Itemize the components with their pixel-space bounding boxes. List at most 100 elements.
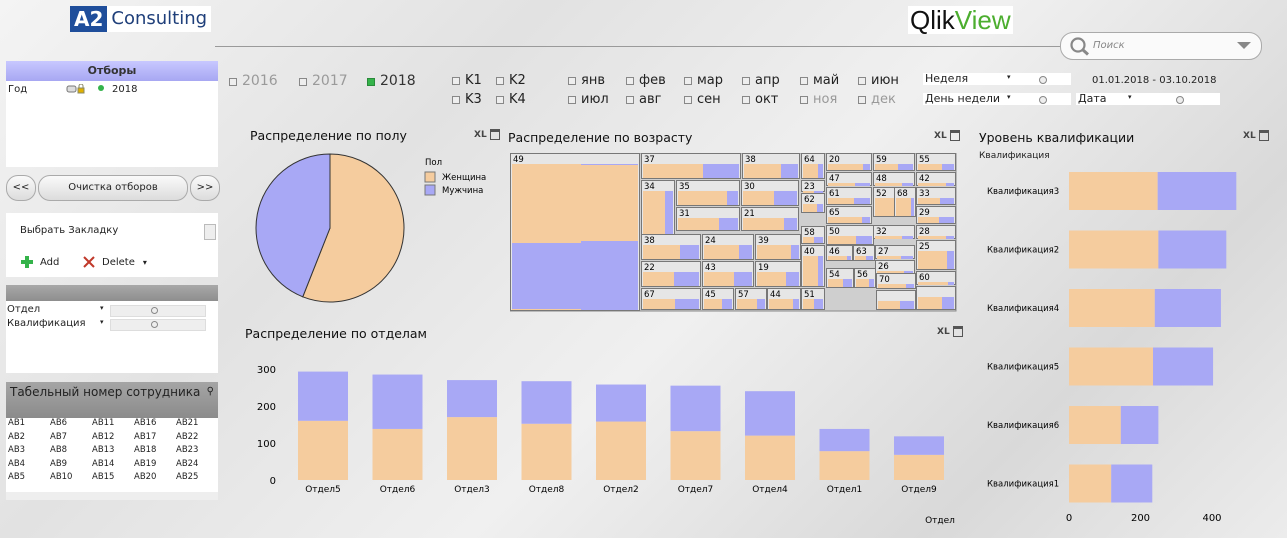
window-icon: [949, 130, 960, 141]
add-bookmark-button[interactable]: Add: [20, 255, 59, 269]
year-2017[interactable]: 2017: [299, 73, 369, 89]
delete-bookmark-button[interactable]: Delete ▾: [82, 255, 147, 269]
filter-dept[interactable]: Отдел ▾: [6, 304, 218, 317]
month-label: мар: [697, 73, 724, 88]
back-button[interactable]: <<: [6, 175, 36, 201]
employee-number-item[interactable]: AB17: [134, 431, 157, 442]
quarter-k2[interactable]: K2: [496, 73, 526, 88]
qual-y-tick: Квалификация6: [987, 421, 1059, 431]
year-2016[interactable]: 2016: [229, 73, 299, 89]
qual-xl-button[interactable]: XL: [1243, 130, 1269, 141]
employee-number-item[interactable]: AB23: [176, 445, 199, 455]
dept-bar-female: [521, 423, 572, 480]
treemap-cell-female: [918, 198, 940, 204]
treemap-cell: 34: [641, 180, 675, 240]
month-6[interactable]: июн: [858, 73, 899, 88]
chevron-down-icon: [204, 224, 216, 240]
employee-number-item[interactable]: AB4: [8, 458, 26, 469]
treemap-cell-female: [643, 272, 674, 286]
filter-qual-search[interactable]: [110, 319, 206, 331]
month-4[interactable]: апр: [742, 73, 780, 88]
quarter-k1[interactable]: K1: [452, 73, 482, 88]
forward-button[interactable]: >>: [190, 175, 220, 201]
employee-number-item[interactable]: AB13: [92, 445, 115, 455]
treemap-cell-label: 29: [919, 208, 930, 218]
employee-number-item[interactable]: AB21: [176, 418, 199, 428]
employee-number-item[interactable]: AB10: [50, 472, 73, 482]
employee-number-item[interactable]: AB16: [134, 418, 157, 428]
treemap-cell-label: 61: [829, 189, 840, 199]
treemap-cell-female: [704, 299, 722, 309]
employee-number-item[interactable]: AB22: [176, 431, 199, 442]
year-2018[interactable]: 2018: [367, 73, 437, 89]
month-filter: янв фев мар апр май июн июл авг сен окт ноя дек: [568, 73, 918, 113]
treemap-cell-male: [793, 299, 799, 309]
eraser-lock-icon[interactable]: [66, 84, 86, 94]
treemap-cell-male: [757, 299, 765, 309]
bookmark-select[interactable]: Выбрать Закладку: [16, 221, 216, 241]
treemap-cell: 65: [826, 206, 872, 224]
treemap-cell-label: 31: [679, 209, 690, 219]
employee-number-item[interactable]: AB14: [92, 458, 115, 469]
filter-qual[interactable]: Квалификация ▾: [6, 318, 218, 331]
pie-slice: [255, 153, 331, 298]
employee-number-item[interactable]: AB7: [50, 431, 68, 442]
filter-dept-search[interactable]: [110, 305, 206, 317]
month-5[interactable]: май: [800, 73, 839, 88]
filter-dept-label: Отдел: [7, 304, 41, 315]
quarter-k4[interactable]: K4: [496, 92, 526, 107]
month-11[interactable]: ноя: [800, 92, 837, 107]
treemap-cell-male: [784, 218, 797, 230]
month-2[interactable]: фев: [626, 73, 666, 88]
date-range: 01.01.2018 - 03.10.2018: [1092, 75, 1217, 86]
dept-x-tick: Отдел5: [305, 485, 341, 495]
month-9[interactable]: сен: [684, 92, 721, 107]
employee-number-item[interactable]: AB2: [8, 431, 26, 442]
treemap-cell-female: [828, 279, 843, 287]
dept-xl-button[interactable]: XL: [937, 326, 963, 337]
pie-legend-swatch: [424, 184, 436, 196]
age-xl-button[interactable]: XL: [934, 130, 960, 141]
qual-bar-male: [1111, 464, 1153, 503]
month-8[interactable]: авг: [626, 92, 661, 107]
clear-selections-button[interactable]: Очистка отборов: [38, 175, 188, 201]
week-filter[interactable]: Неделя ▾: [923, 72, 1071, 85]
search-box[interactable]: Поиск: [1060, 32, 1262, 60]
employee-number-item[interactable]: AB15: [92, 472, 115, 482]
treemap-cell-female: [828, 256, 847, 260]
employee-number-item[interactable]: AB25: [176, 472, 199, 482]
weekday-filter[interactable]: День недели ▾: [923, 92, 1071, 105]
treemap-cell: 20: [826, 153, 872, 171]
employee-number-item[interactable]: AB5: [8, 472, 26, 482]
delete-dropdown-icon[interactable]: ▾: [142, 257, 147, 267]
treemap-cell-male: [942, 164, 954, 170]
employee-number-item[interactable]: AB3: [8, 445, 26, 455]
employee-number-item[interactable]: AB1: [8, 418, 26, 428]
employee-number-item[interactable]: AB9: [50, 458, 68, 469]
month-10[interactable]: окт: [742, 92, 778, 107]
treemap-cell-female: [828, 198, 854, 204]
horizontal-scrollbar[interactable]: [6, 492, 218, 500]
month-12[interactable]: дек: [858, 92, 896, 107]
treemap-cell-male: [869, 279, 874, 287]
dept-bar-male: [819, 428, 870, 452]
employee-number-item[interactable]: AB8: [50, 445, 68, 455]
search-dropdown-icon[interactable]: [1237, 42, 1251, 49]
employee-number-item[interactable]: AB6: [50, 418, 68, 428]
month-3[interactable]: мар: [684, 73, 723, 88]
month-7[interactable]: июл: [568, 92, 609, 107]
treemap-cell-female: [704, 272, 734, 286]
date-filter[interactable]: Дата ▾: [1076, 92, 1220, 105]
gender-xl-button[interactable]: XL: [474, 129, 500, 140]
employee-number-item[interactable]: AB11: [92, 418, 115, 428]
month-1[interactable]: янв: [568, 73, 605, 88]
search-icon[interactable]: ⚲: [206, 386, 214, 397]
quarter-k3[interactable]: K3: [452, 92, 482, 107]
employee-number-item[interactable]: AB12: [92, 431, 115, 442]
treemap-cell-male: [774, 191, 797, 205]
treemap-cell: 63: [853, 245, 875, 261]
employee-number-item[interactable]: AB19: [134, 458, 157, 469]
employee-number-item[interactable]: AB24: [176, 458, 199, 469]
employee-number-item[interactable]: AB20: [134, 472, 157, 482]
employee-number-item[interactable]: AB18: [134, 445, 157, 455]
